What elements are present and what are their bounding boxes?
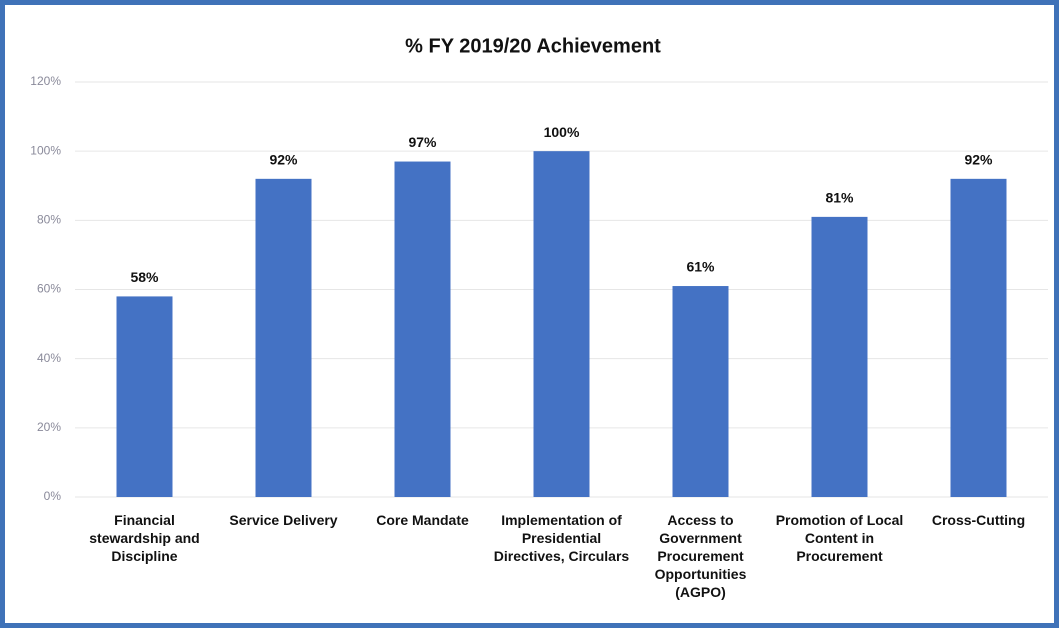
bar [811,216,868,497]
chart: % FY 2019/20 Achievement 0% 20% 40% 60% 80% 1… [30,35,1048,503]
data-label: 97% [408,134,437,150]
data-label: 92% [964,152,993,168]
data-label: 81% [825,190,854,206]
y-tick-label: 0% [44,489,62,503]
x-tick-label: Access to Government Procurement Opportu… [654,512,747,600]
bar [533,151,590,497]
x-tick-label: Implementation of Presidential Directive… [493,512,630,564]
x-tick-label: Cross-Cutting [931,512,1026,528]
data-label: 100% [544,124,580,140]
y-tick-label: 120% [30,74,61,88]
y-tick-label: 100% [30,143,61,157]
x-tick-label: Financial stewardship and Discipline [89,512,200,564]
y-tick-label: 20% [37,420,61,434]
y-tick-label: 60% [37,282,61,296]
bar [394,161,451,497]
bar [255,178,312,498]
x-tick-label: Core Mandate [376,512,469,528]
data-label: 58% [130,269,159,285]
x-tick-label: Promotion of Local Content in Procuremen… [775,512,904,564]
chart-title: % FY 2019/20 Achievement [405,35,661,57]
data-label: 61% [686,259,715,275]
bar [116,296,173,497]
y-tick-label: 80% [37,213,61,227]
x-tick-label: Service Delivery [229,512,338,528]
data-label: 92% [269,152,298,168]
y-tick-label: 40% [37,351,61,365]
bar [950,178,1007,498]
bar [672,286,729,497]
